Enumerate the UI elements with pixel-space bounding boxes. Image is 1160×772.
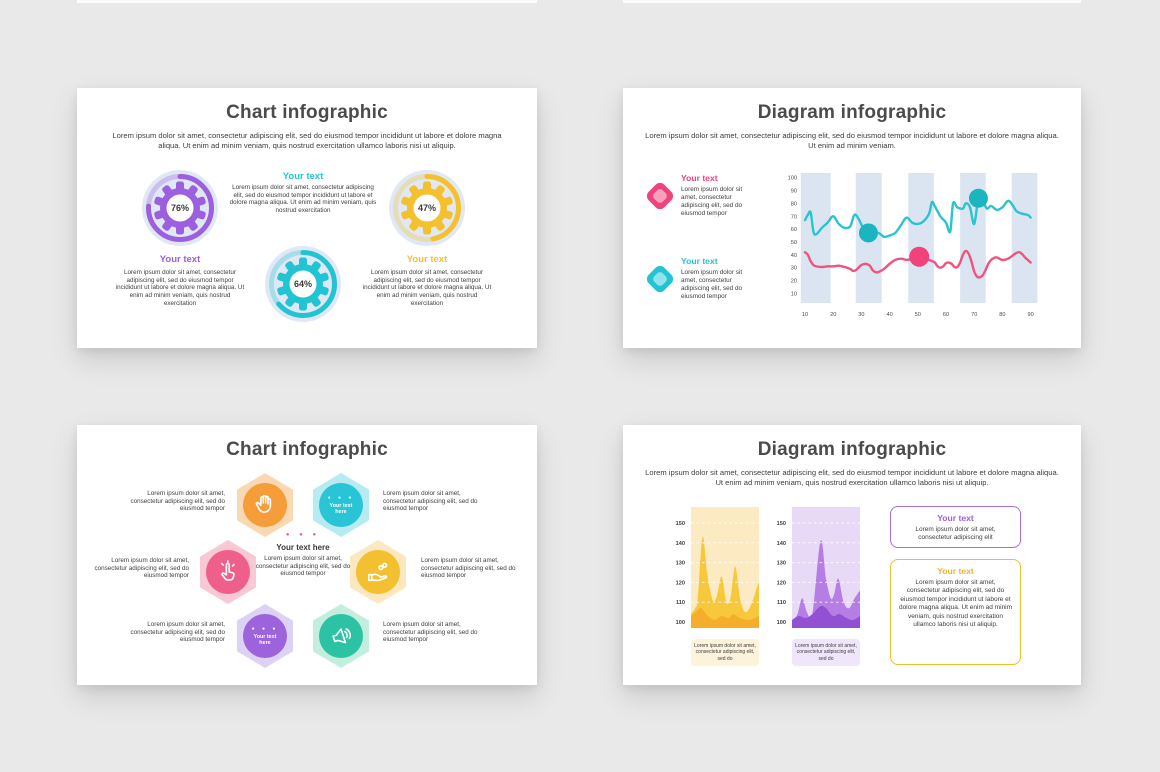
svg-text:10: 10 <box>802 312 808 318</box>
svg-text:50: 50 <box>915 312 921 318</box>
slide-diagram-areas[interactable]: Diagram infographic Lorem ipsum dolor si… <box>623 425 1081 685</box>
dots-decoration: ● ● ● <box>327 494 355 501</box>
body-text: Lorem ipsum dolor sit amet, consectetur … <box>362 269 492 307</box>
dots-decoration: ● ● ● <box>285 532 321 538</box>
svg-text:110: 110 <box>777 600 786 606</box>
megaphone-icon <box>319 614 363 658</box>
svg-text:40: 40 <box>886 312 892 318</box>
svg-text:140: 140 <box>676 541 685 547</box>
your-text-label: Your text <box>282 171 324 182</box>
info-box-yellow: Your text Lorem ipsum dolor sit amet, co… <box>890 559 1021 665</box>
hexagon-purple: ● ● ● Your text here <box>237 604 293 668</box>
gear-progress-76: 76% <box>138 166 222 250</box>
svg-text:150: 150 <box>676 521 685 527</box>
hand-palm-icon <box>243 483 287 527</box>
side-text: Lorem ipsum dolor sit amet, consectetur … <box>130 490 225 513</box>
svg-text:100: 100 <box>676 620 685 626</box>
legend-body: Lorem ipsum dolor sit amet, consectetur … <box>681 186 743 217</box>
partial-card-above-right <box>623 0 1081 3</box>
side-text: Lorem ipsum dolor sit amet, consectetur … <box>130 621 225 644</box>
svg-text:100: 100 <box>788 176 797 182</box>
your-text-label: Your text <box>406 254 448 265</box>
slide-title: Chart infographic <box>226 102 388 123</box>
svg-text:40: 40 <box>791 253 797 259</box>
hand-coins-icon <box>356 550 400 594</box>
slide-diagram-lines[interactable]: Diagram infographic Lorem ipsum dolor si… <box>623 88 1081 348</box>
legend-diamond-icon <box>644 180 676 212</box>
slide-chart-gears[interactable]: Chart infographic Lorem ipsum dolor sit … <box>77 88 537 348</box>
svg-text:80: 80 <box>791 201 797 207</box>
hexagon-mint <box>313 604 369 668</box>
center-label: Your text here <box>276 543 330 552</box>
side-text: Lorem ipsum dolor sit amet, consectetur … <box>383 621 478 644</box>
svg-text:100: 100 <box>777 620 786 626</box>
your-text-label: Your text <box>159 254 201 265</box>
slide-title: Chart infographic <box>226 439 388 460</box>
info-box-purple: Your text Lorem ipsum dolor sit amet, co… <box>890 506 1021 548</box>
center-body: Lorem ipsum dolor sit amet, consectetur … <box>255 555 351 578</box>
svg-text:90: 90 <box>1027 312 1033 318</box>
area-chart-yellow: 150 140 130 120 110 100 <box>676 507 759 628</box>
svg-text:130: 130 <box>777 561 786 567</box>
legend-label: Your text <box>681 256 718 266</box>
slide-subtitle: Lorem ipsum dolor sit amet, consectetur … <box>112 131 502 150</box>
svg-text:50: 50 <box>791 240 797 246</box>
legend-body: Lorem ipsum dolor sit amet, consectetur … <box>681 269 743 300</box>
hex-badge-label: Your text here <box>329 502 353 515</box>
hex-badge-label: Your text here <box>253 633 277 646</box>
chart-caption: Lorem ipsum dolor sit amet, consectetur … <box>792 639 860 666</box>
hex-text-badge: ● ● ● Your text here <box>319 483 363 527</box>
slide-chart-hexagons[interactable]: Chart infographic ● ● ● Your text here <box>77 425 537 685</box>
chart-caption: Lorem ipsum dolor sit amet, consectetur … <box>691 639 759 666</box>
svg-text:90: 90 <box>791 189 797 195</box>
gear-progress-47: 47% <box>385 166 469 250</box>
svg-text:20: 20 <box>830 312 836 318</box>
hexagon-cyan: ● ● ● Your text here <box>313 473 369 537</box>
svg-text:10: 10 <box>791 291 797 297</box>
info-box-body: Lorem ipsum dolor sit amet, consectetur … <box>898 579 1013 629</box>
svg-text:140: 140 <box>777 541 786 547</box>
svg-text:60: 60 <box>791 227 797 233</box>
svg-text:70: 70 <box>791 214 797 220</box>
legend-label: Your text <box>681 173 718 183</box>
svg-text:20: 20 <box>791 279 797 285</box>
svg-text:70: 70 <box>971 312 977 318</box>
svg-text:130: 130 <box>676 561 685 567</box>
info-box-body: Lorem ipsum dolor sit amet, consectetur … <box>915 526 996 542</box>
hex-text-badge: ● ● ● Your text here <box>243 614 287 658</box>
cursor-click-icon <box>206 550 250 594</box>
slide-subtitle: Lorem ipsum dolor sit amet, consectetur … <box>645 131 1059 150</box>
legend-diamond-icon <box>644 263 676 295</box>
svg-text:30: 30 <box>791 266 797 272</box>
info-box-label: Your text <box>937 566 974 576</box>
side-text: Lorem ipsum dolor sit amet, consectetur … <box>383 490 478 513</box>
gear-progress-64: 64% <box>261 242 345 326</box>
dots-decoration: ● ● ● <box>251 625 279 632</box>
svg-text:30: 30 <box>858 312 864 318</box>
hexagon-orange <box>237 473 293 537</box>
svg-text:47%: 47% <box>418 203 436 213</box>
side-text: Lorem ipsum dolor sit amet, consectetur … <box>94 557 189 580</box>
info-box-label: Your text <box>937 513 974 523</box>
svg-text:110: 110 <box>676 600 685 606</box>
svg-text:60: 60 <box>943 312 949 318</box>
svg-text:76%: 76% <box>171 203 189 213</box>
body-text: Lorem ipsum dolor sit amet, consectetur … <box>229 184 377 215</box>
slide-subtitle: Lorem ipsum dolor sit amet, consectetur … <box>645 468 1059 487</box>
svg-text:64%: 64% <box>294 279 312 289</box>
svg-text:120: 120 <box>676 580 685 586</box>
body-text: Lorem ipsum dolor sit amet, consectetur … <box>115 269 245 307</box>
svg-text:150: 150 <box>777 521 786 527</box>
svg-text:120: 120 <box>777 580 786 586</box>
slide-title: Diagram infographic <box>757 102 947 123</box>
line-chart: 100 90 80 70 60 50 40 30 20 10 10 20 30 40 50 60 70 80 90 <box>788 173 1038 318</box>
slide-title: Diagram infographic <box>757 439 947 460</box>
partial-card-above-left <box>77 0 537 3</box>
area-chart-purple: 150 140 130 120 110 100 <box>777 507 860 628</box>
svg-text:80: 80 <box>999 312 1005 318</box>
side-text: Lorem ipsum dolor sit amet, consectetur … <box>421 557 516 580</box>
